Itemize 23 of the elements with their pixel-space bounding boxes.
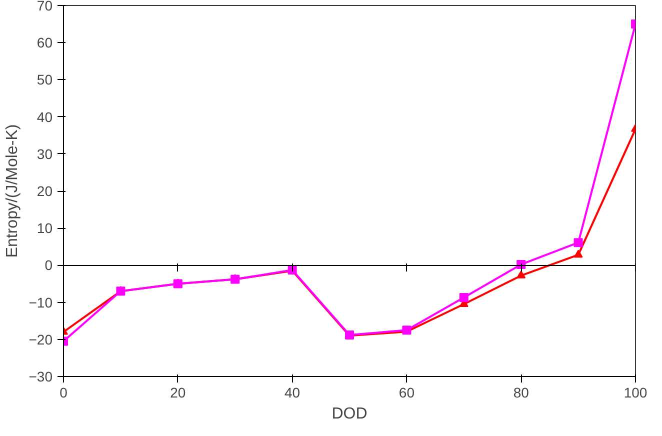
y-tick-label: 30 bbox=[36, 146, 53, 162]
x-tick-label: 100 bbox=[624, 384, 648, 400]
y-tick-label: 40 bbox=[36, 108, 53, 125]
x-tick-label: 80 bbox=[513, 384, 530, 400]
point bbox=[574, 250, 583, 258]
y-tick-label: −30 bbox=[28, 368, 53, 384]
point bbox=[459, 292, 468, 302]
x-tick-label: 0 bbox=[60, 384, 68, 400]
point bbox=[516, 270, 526, 278]
y-tick-label: 60 bbox=[36, 34, 53, 51]
x-axis-title: DOD bbox=[332, 406, 368, 422]
y-tick-label: 10 bbox=[36, 220, 53, 236]
x-tick-label: 20 bbox=[170, 384, 186, 400]
y-tick-label: 50 bbox=[36, 72, 53, 88]
y-tick-label: 0 bbox=[44, 257, 53, 274]
y-tick-label: 20 bbox=[36, 183, 53, 199]
y-axis-title: Entropy/(J/Mole-K) bbox=[4, 124, 21, 258]
x-tick-label: 40 bbox=[284, 384, 300, 400]
y-tick-label: −10 bbox=[28, 294, 53, 310]
x-tick-label: 60 bbox=[398, 384, 415, 400]
y-tick-label: −20 bbox=[28, 331, 53, 348]
point bbox=[574, 238, 583, 248]
y-tick-label: 70 bbox=[36, 0, 53, 14]
